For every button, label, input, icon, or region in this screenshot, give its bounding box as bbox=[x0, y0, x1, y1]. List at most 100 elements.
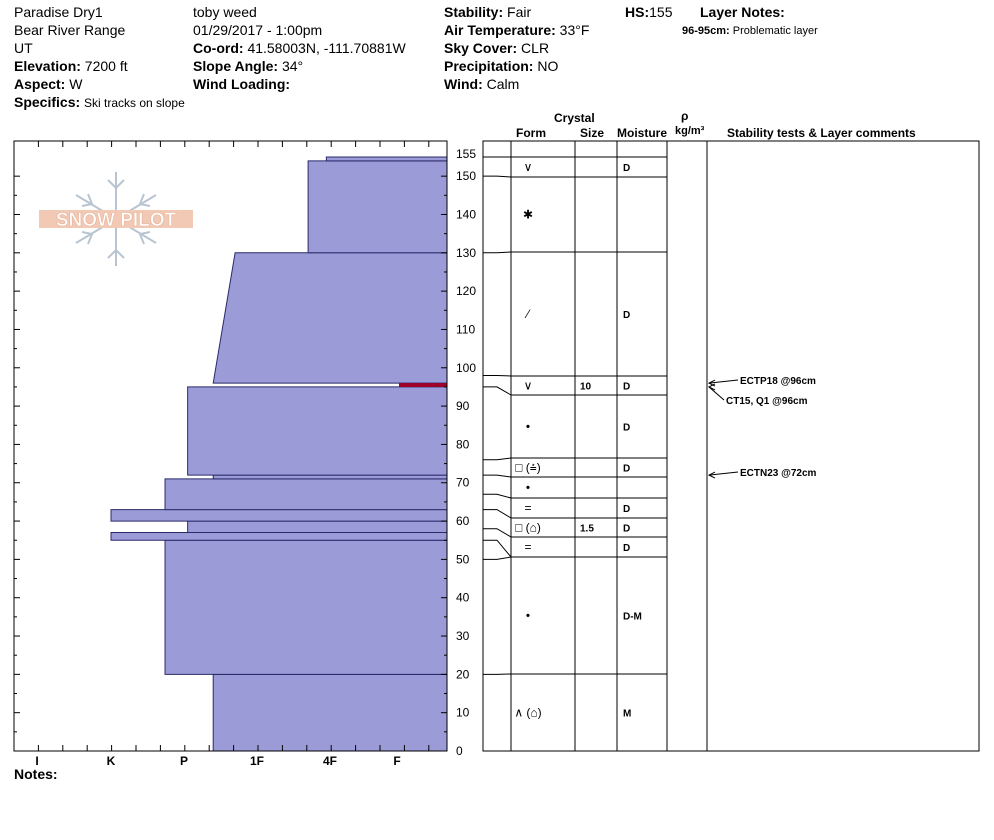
rho-header: ρ bbox=[681, 109, 689, 123]
wind-loading-label: Wind Loading: bbox=[193, 76, 291, 92]
specifics-row: Specifics: Ski tracks on slope bbox=[14, 93, 185, 112]
depth-connector bbox=[483, 386, 512, 396]
datetime: 01/29/2017 - 1:00pm bbox=[193, 22, 323, 38]
moisture-value: D bbox=[623, 423, 630, 434]
layer-notes-label: Layer Notes: bbox=[700, 4, 785, 20]
grain-size: 1.5 bbox=[580, 524, 594, 535]
grain-form-symbol: ∨ bbox=[524, 160, 533, 174]
stability-row: Stability: Fair bbox=[444, 3, 531, 21]
logo-text: SNOW PILOT bbox=[56, 210, 177, 231]
hardness-tick-label: 1F bbox=[250, 754, 264, 768]
moisture-value: D bbox=[623, 163, 630, 174]
slope-row: Slope Angle: 34° bbox=[193, 57, 303, 75]
stability-test-label: CT15, Q1 @96cm bbox=[726, 396, 808, 407]
crystal-header: Crystal bbox=[554, 111, 595, 125]
stability-test-label: ECTP18 @96cm bbox=[740, 376, 816, 387]
depth-tick-label: 120 bbox=[456, 284, 476, 298]
precip-value: NO bbox=[537, 58, 559, 74]
stability-label: Stability: bbox=[444, 4, 504, 20]
depth-tick-label: 100 bbox=[456, 361, 476, 375]
depth-connector bbox=[483, 374, 512, 377]
weak-layer-marker bbox=[399, 383, 447, 387]
depth-tick-label: 155 bbox=[456, 147, 476, 161]
hardness-layer bbox=[110, 532, 448, 541]
hs-label: HS: bbox=[625, 4, 650, 20]
moisture-value: D bbox=[623, 464, 630, 475]
elevation-value: 7200 ft bbox=[84, 58, 128, 74]
hardness-layer bbox=[212, 474, 448, 480]
grain-size: 10 bbox=[580, 382, 592, 393]
air-temp-label: Air Temperature: bbox=[444, 22, 556, 38]
wind-label: Wind: bbox=[444, 76, 483, 92]
stability-test-label: ECTN23 @72cm bbox=[740, 468, 817, 479]
specifics-label: Specifics: bbox=[14, 94, 81, 110]
hardness-layer bbox=[212, 252, 448, 384]
coord-value: 41.58003N, -111.70881W bbox=[247, 40, 406, 56]
grain-form-symbol: □ (⩮) bbox=[515, 461, 541, 475]
test-arrow bbox=[707, 471, 716, 479]
grain-form-symbol: ∧ (⌂) bbox=[514, 706, 541, 720]
moisture-value: D bbox=[623, 310, 630, 321]
depth-tick-label: 0 bbox=[456, 744, 463, 758]
hardness-layer bbox=[164, 539, 448, 675]
form-header: Form bbox=[516, 126, 546, 140]
depth-connector bbox=[483, 493, 512, 499]
hardness-layer bbox=[325, 156, 448, 162]
moisture-value: D bbox=[623, 543, 630, 554]
depth-tick-label: 150 bbox=[456, 169, 476, 183]
snowpilot-logo: SNOW PILOT bbox=[39, 172, 193, 266]
moisture-value: M bbox=[623, 709, 631, 720]
moisture-value: D bbox=[623, 504, 630, 515]
depth-tick-label: 40 bbox=[456, 591, 470, 605]
notes-label: Notes: bbox=[14, 766, 58, 782]
hs-row: HS:155 bbox=[625, 3, 672, 21]
depth-tick-label: 20 bbox=[456, 667, 470, 681]
coord-label: Co-ord: bbox=[193, 40, 244, 56]
aspect-row: Aspect: W bbox=[14, 75, 82, 93]
mountain-range: Bear River Range bbox=[14, 22, 126, 38]
test-leader bbox=[708, 471, 739, 476]
grain-form-symbol: ∨ bbox=[524, 379, 533, 393]
slope-value: 34° bbox=[281, 58, 304, 74]
wind-value: Calm bbox=[486, 76, 520, 92]
stability-value: Fair bbox=[507, 4, 532, 20]
depth-connector bbox=[483, 251, 512, 254]
precip-label: Precipitation: bbox=[444, 58, 534, 74]
depth-connector bbox=[483, 539, 512, 558]
layer-table-frame bbox=[482, 140, 980, 752]
slope-label: Slope Angle: bbox=[193, 58, 279, 74]
moisture-value: D-M bbox=[623, 612, 642, 623]
depth-connector bbox=[483, 556, 512, 560]
aspect-value: W bbox=[69, 76, 83, 92]
depth-connector bbox=[483, 175, 512, 178]
size-header: Size bbox=[580, 126, 605, 140]
test-arrow bbox=[707, 383, 716, 391]
test-leader bbox=[708, 379, 739, 384]
hardness-layer bbox=[307, 160, 448, 254]
depth-tick-label: 130 bbox=[456, 246, 476, 260]
grain-form-symbol: ✱ bbox=[523, 208, 533, 222]
wind-loading-row: Wind Loading: bbox=[193, 75, 290, 93]
hardness-layer bbox=[212, 673, 448, 752]
tests-header: Stability tests & Layer comments bbox=[727, 126, 916, 140]
elevation-row: Elevation: 7200 ft bbox=[14, 57, 128, 75]
depth-tick-label: 10 bbox=[456, 706, 470, 720]
grain-form-symbol: • bbox=[526, 420, 530, 434]
hardness-tick-label: I bbox=[35, 754, 38, 768]
hardness-layer bbox=[164, 478, 448, 511]
layer-note-key: 96-95cm: bbox=[682, 25, 730, 37]
hardness-layer bbox=[110, 509, 448, 522]
sky-value: CLR bbox=[521, 40, 550, 56]
moisture-value: D bbox=[623, 382, 630, 393]
hardness-tick-label: F bbox=[393, 754, 400, 768]
depth-tick-label: 90 bbox=[456, 399, 470, 413]
density-header: kg/m³ bbox=[675, 125, 705, 137]
depth-connector bbox=[483, 474, 512, 478]
specifics-value: Ski tracks on slope bbox=[84, 96, 185, 110]
hardness-tick-label: P bbox=[180, 754, 188, 768]
air-temp-row: Air Temperature: 33°F bbox=[444, 21, 589, 39]
layer-note-text: Problematic layer bbox=[732, 25, 818, 37]
depth-tick-label: 30 bbox=[456, 629, 470, 643]
location-name: Paradise Dry1 bbox=[14, 4, 103, 20]
